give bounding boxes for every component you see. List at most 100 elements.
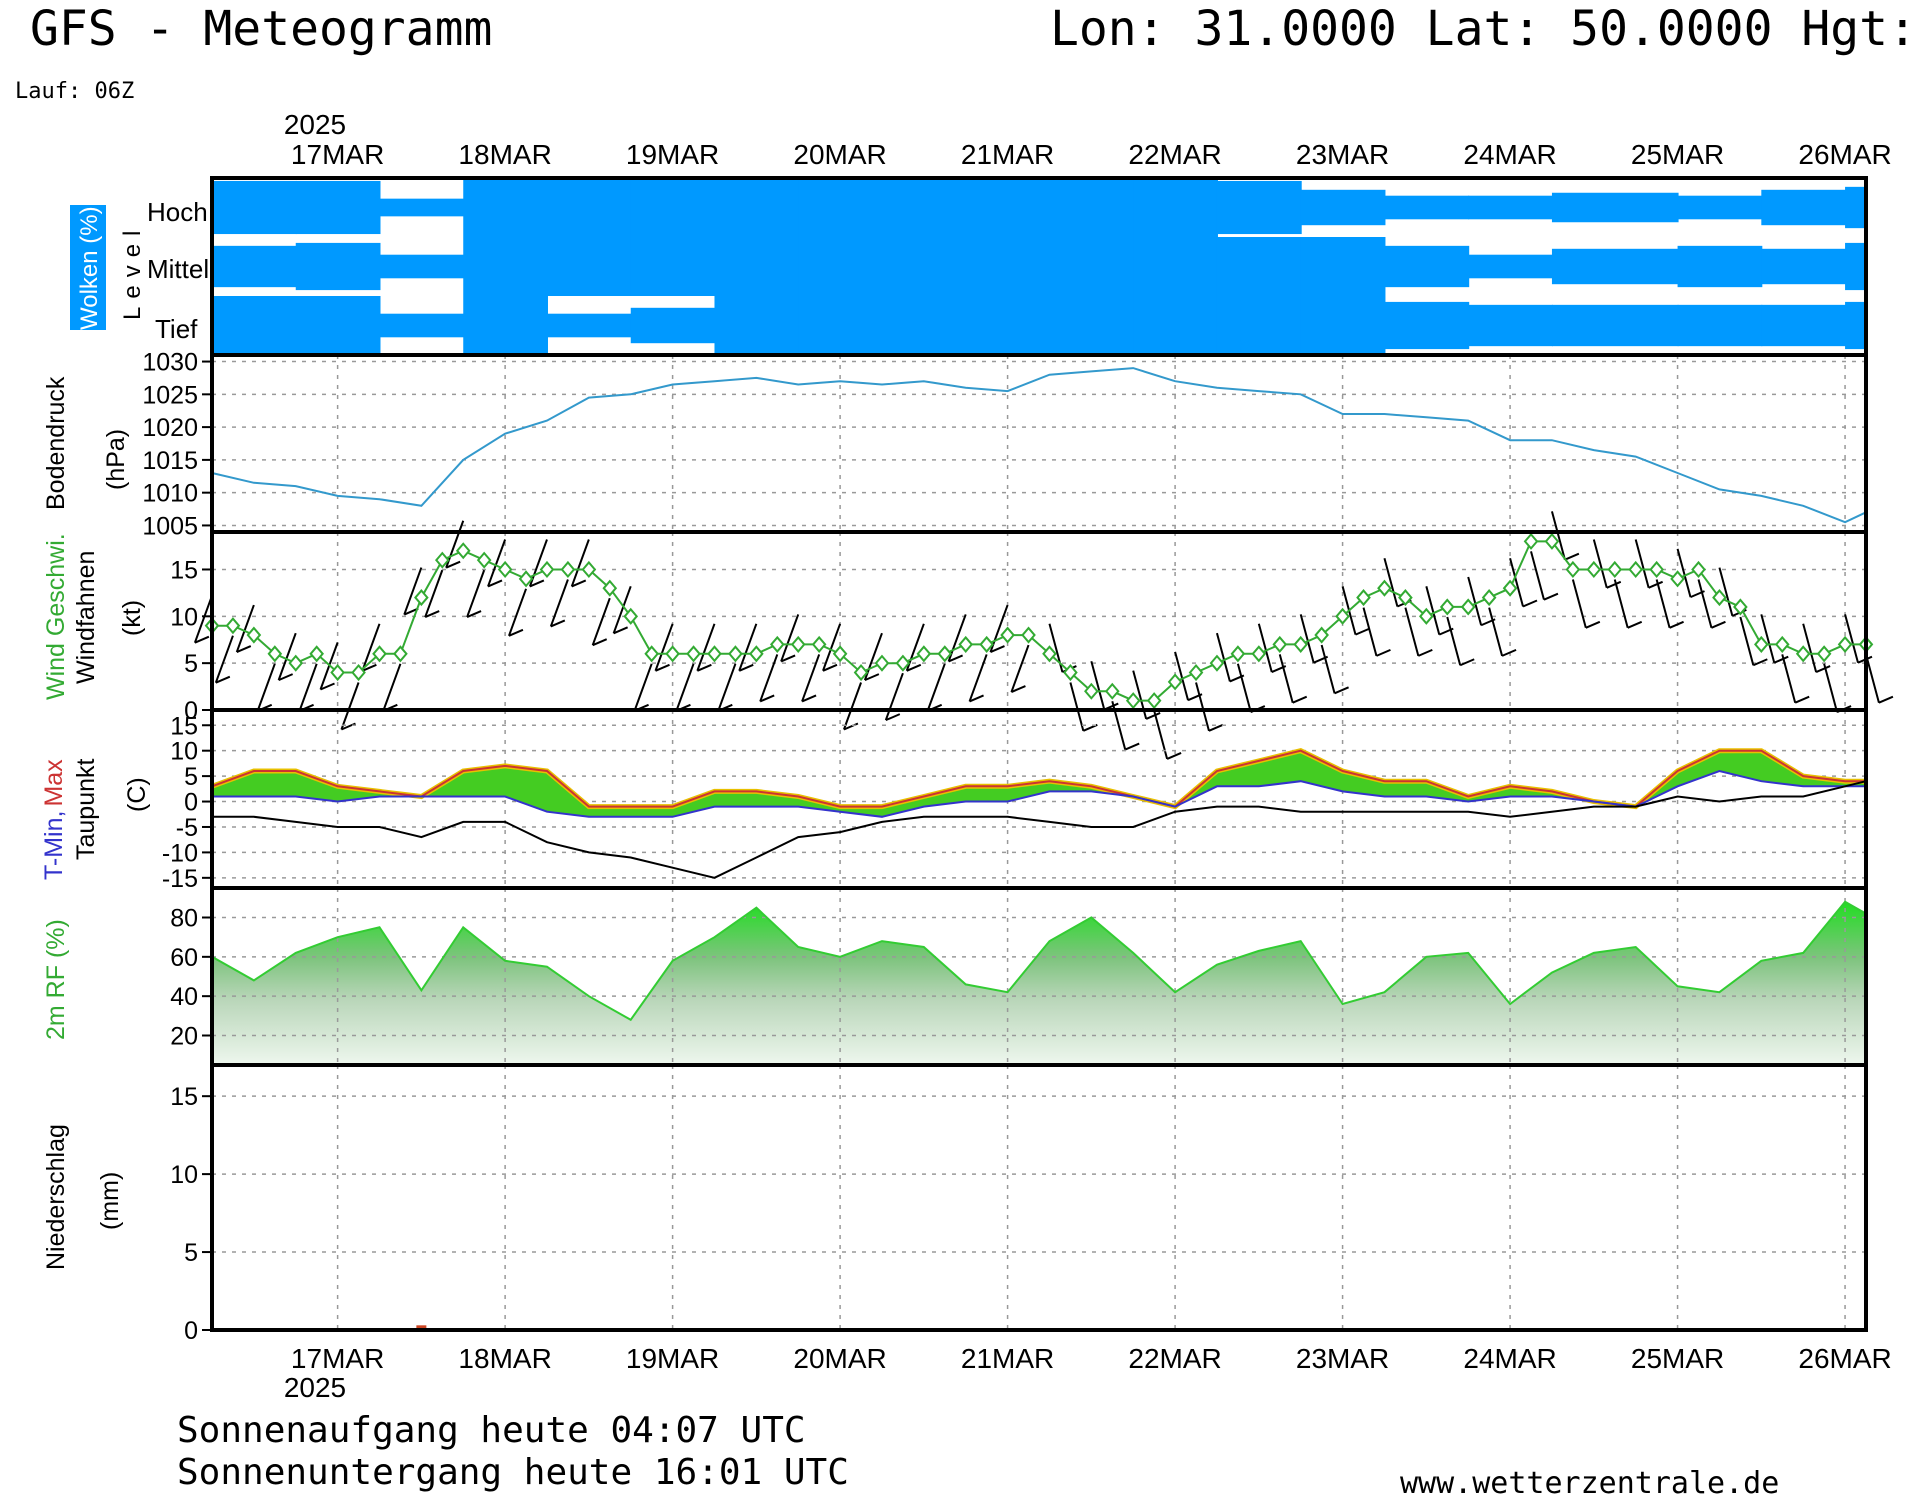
cloud-cover-block bbox=[463, 178, 548, 237]
wind-speed-point bbox=[958, 635, 974, 653]
cloud-cover-block bbox=[546, 313, 632, 338]
y-tick-label: 5 bbox=[184, 763, 198, 791]
wind-speed-point bbox=[1398, 589, 1413, 607]
wind-speed-point bbox=[1733, 598, 1748, 616]
y-tick-label: 40 bbox=[170, 983, 198, 1011]
wind-speed-point bbox=[1774, 635, 1790, 653]
top-date-label: 22MAR bbox=[1128, 139, 1221, 170]
wind-barb bbox=[1090, 661, 1106, 710]
wind-barb bbox=[1383, 557, 1399, 607]
wind-barb-flag bbox=[1773, 655, 1789, 664]
wind-speed-point bbox=[1649, 560, 1664, 579]
cloud-cover-block bbox=[1677, 245, 1763, 288]
cloud-cover-block bbox=[1216, 237, 1302, 296]
wind-barb bbox=[361, 623, 381, 672]
cloud-level-high: Hoch bbox=[147, 197, 208, 227]
wind-speed-point bbox=[1314, 626, 1329, 644]
wind-barb bbox=[424, 569, 444, 618]
wind-barb-flag bbox=[508, 628, 524, 637]
cloud-cover-block bbox=[295, 296, 381, 355]
wind-barb-flag bbox=[1208, 723, 1224, 732]
wind-barb bbox=[1613, 579, 1629, 629]
wind-speed-point bbox=[288, 654, 304, 672]
cloud-cover-block bbox=[1049, 178, 1135, 237]
wind-speed-point bbox=[623, 607, 639, 625]
wind-barb bbox=[1802, 623, 1818, 673]
cloud-cover-block bbox=[1761, 248, 1847, 285]
wind-speed-point bbox=[476, 551, 492, 569]
wind-barb bbox=[675, 663, 695, 712]
wind-barb-flag bbox=[1752, 658, 1768, 667]
humidity-label: 2m RF (%) bbox=[42, 919, 70, 1040]
top-date-label: 23MAR bbox=[1296, 139, 1389, 170]
wind-barb bbox=[1718, 567, 1734, 617]
bottom-date-label: 21MAR bbox=[961, 1343, 1054, 1374]
wind-barb-flag bbox=[194, 635, 210, 644]
source-link[interactable]: www.wetterzentrale.de bbox=[1400, 1466, 1780, 1501]
panel-frame bbox=[210, 708, 1868, 890]
wind-barb bbox=[1010, 644, 1030, 693]
wind-barb-flag bbox=[1585, 620, 1601, 629]
wind-barb-flag bbox=[1292, 695, 1308, 704]
wind-barb-flag bbox=[1669, 620, 1684, 629]
wind-speed-point bbox=[769, 635, 785, 653]
wind-barb-flag bbox=[320, 682, 335, 691]
wind-barb bbox=[1215, 632, 1231, 682]
wind-barb-flag bbox=[759, 694, 775, 703]
wind-barb bbox=[1571, 579, 1587, 629]
wind-barb bbox=[549, 579, 569, 627]
wind-barb bbox=[1446, 616, 1462, 666]
tmin-label: T-Min, bbox=[40, 811, 68, 880]
cloud-cover-block bbox=[1551, 304, 1679, 347]
wind-speed-point bbox=[1460, 598, 1476, 616]
cloud-cover-block bbox=[714, 237, 800, 296]
wind-barb bbox=[1425, 586, 1441, 635]
wind-barb-flag bbox=[1522, 599, 1538, 608]
cloud-cover-block bbox=[463, 296, 548, 355]
temperature-label: T-Min, Max bbox=[40, 759, 68, 880]
cloud-cover-block bbox=[1384, 195, 1470, 220]
wind-speed-point bbox=[225, 617, 241, 635]
wind-speed-point bbox=[1167, 673, 1183, 691]
cloud-label-bg bbox=[70, 205, 106, 330]
wind-speed-point bbox=[1146, 692, 1162, 710]
wind-speed-point bbox=[1084, 682, 1099, 700]
cloud-label-group: Wolken (%) Level Hoch Mittel Tief bbox=[70, 197, 209, 344]
wind-speed-point bbox=[1481, 589, 1497, 607]
wind-speed-point bbox=[1628, 560, 1644, 579]
cloud-cover-block bbox=[1133, 296, 1218, 355]
wind-barb bbox=[612, 585, 632, 634]
wind-speed-point bbox=[267, 645, 283, 663]
wind-speed-point bbox=[707, 645, 722, 663]
wind-barb-flag bbox=[1627, 620, 1643, 629]
wind-speed-point bbox=[1000, 626, 1015, 644]
cloud-cover-block bbox=[1845, 242, 1867, 291]
wind-barb bbox=[738, 623, 758, 672]
wind-barb-flag bbox=[1145, 712, 1161, 720]
top-date-label: 25MAR bbox=[1631, 139, 1724, 170]
cloud-cover-block bbox=[379, 313, 465, 338]
wind-barb-flag bbox=[445, 560, 461, 569]
panel-frame bbox=[210, 353, 1868, 534]
dewpoint-line bbox=[212, 780, 1867, 879]
wind-barb-flag bbox=[1166, 752, 1182, 760]
wind-speed-point bbox=[1377, 579, 1392, 597]
y-tick-label: -15 bbox=[162, 865, 198, 893]
wind-barb bbox=[696, 623, 716, 672]
wind-barb-flag bbox=[424, 610, 440, 619]
top-date-label: 19MAR bbox=[626, 139, 719, 170]
wind-speed-point bbox=[1586, 560, 1602, 579]
wind-barb bbox=[1236, 663, 1252, 713]
cloud-cover-block bbox=[1845, 301, 1867, 350]
wind-speed-point bbox=[351, 663, 366, 682]
wind-barb bbox=[340, 682, 360, 730]
y-tick-label: 0 bbox=[184, 789, 198, 817]
cloud-cover-block bbox=[295, 180, 381, 235]
wind-barb bbox=[1153, 710, 1169, 760]
wind-speed-point bbox=[1816, 645, 1832, 663]
pressure-unit: (hPa) bbox=[102, 429, 130, 490]
wind-speed-point bbox=[1544, 532, 1560, 550]
bottom-date-label: 22MAR bbox=[1128, 1343, 1221, 1374]
y-tick-label: 1030 bbox=[142, 349, 198, 377]
